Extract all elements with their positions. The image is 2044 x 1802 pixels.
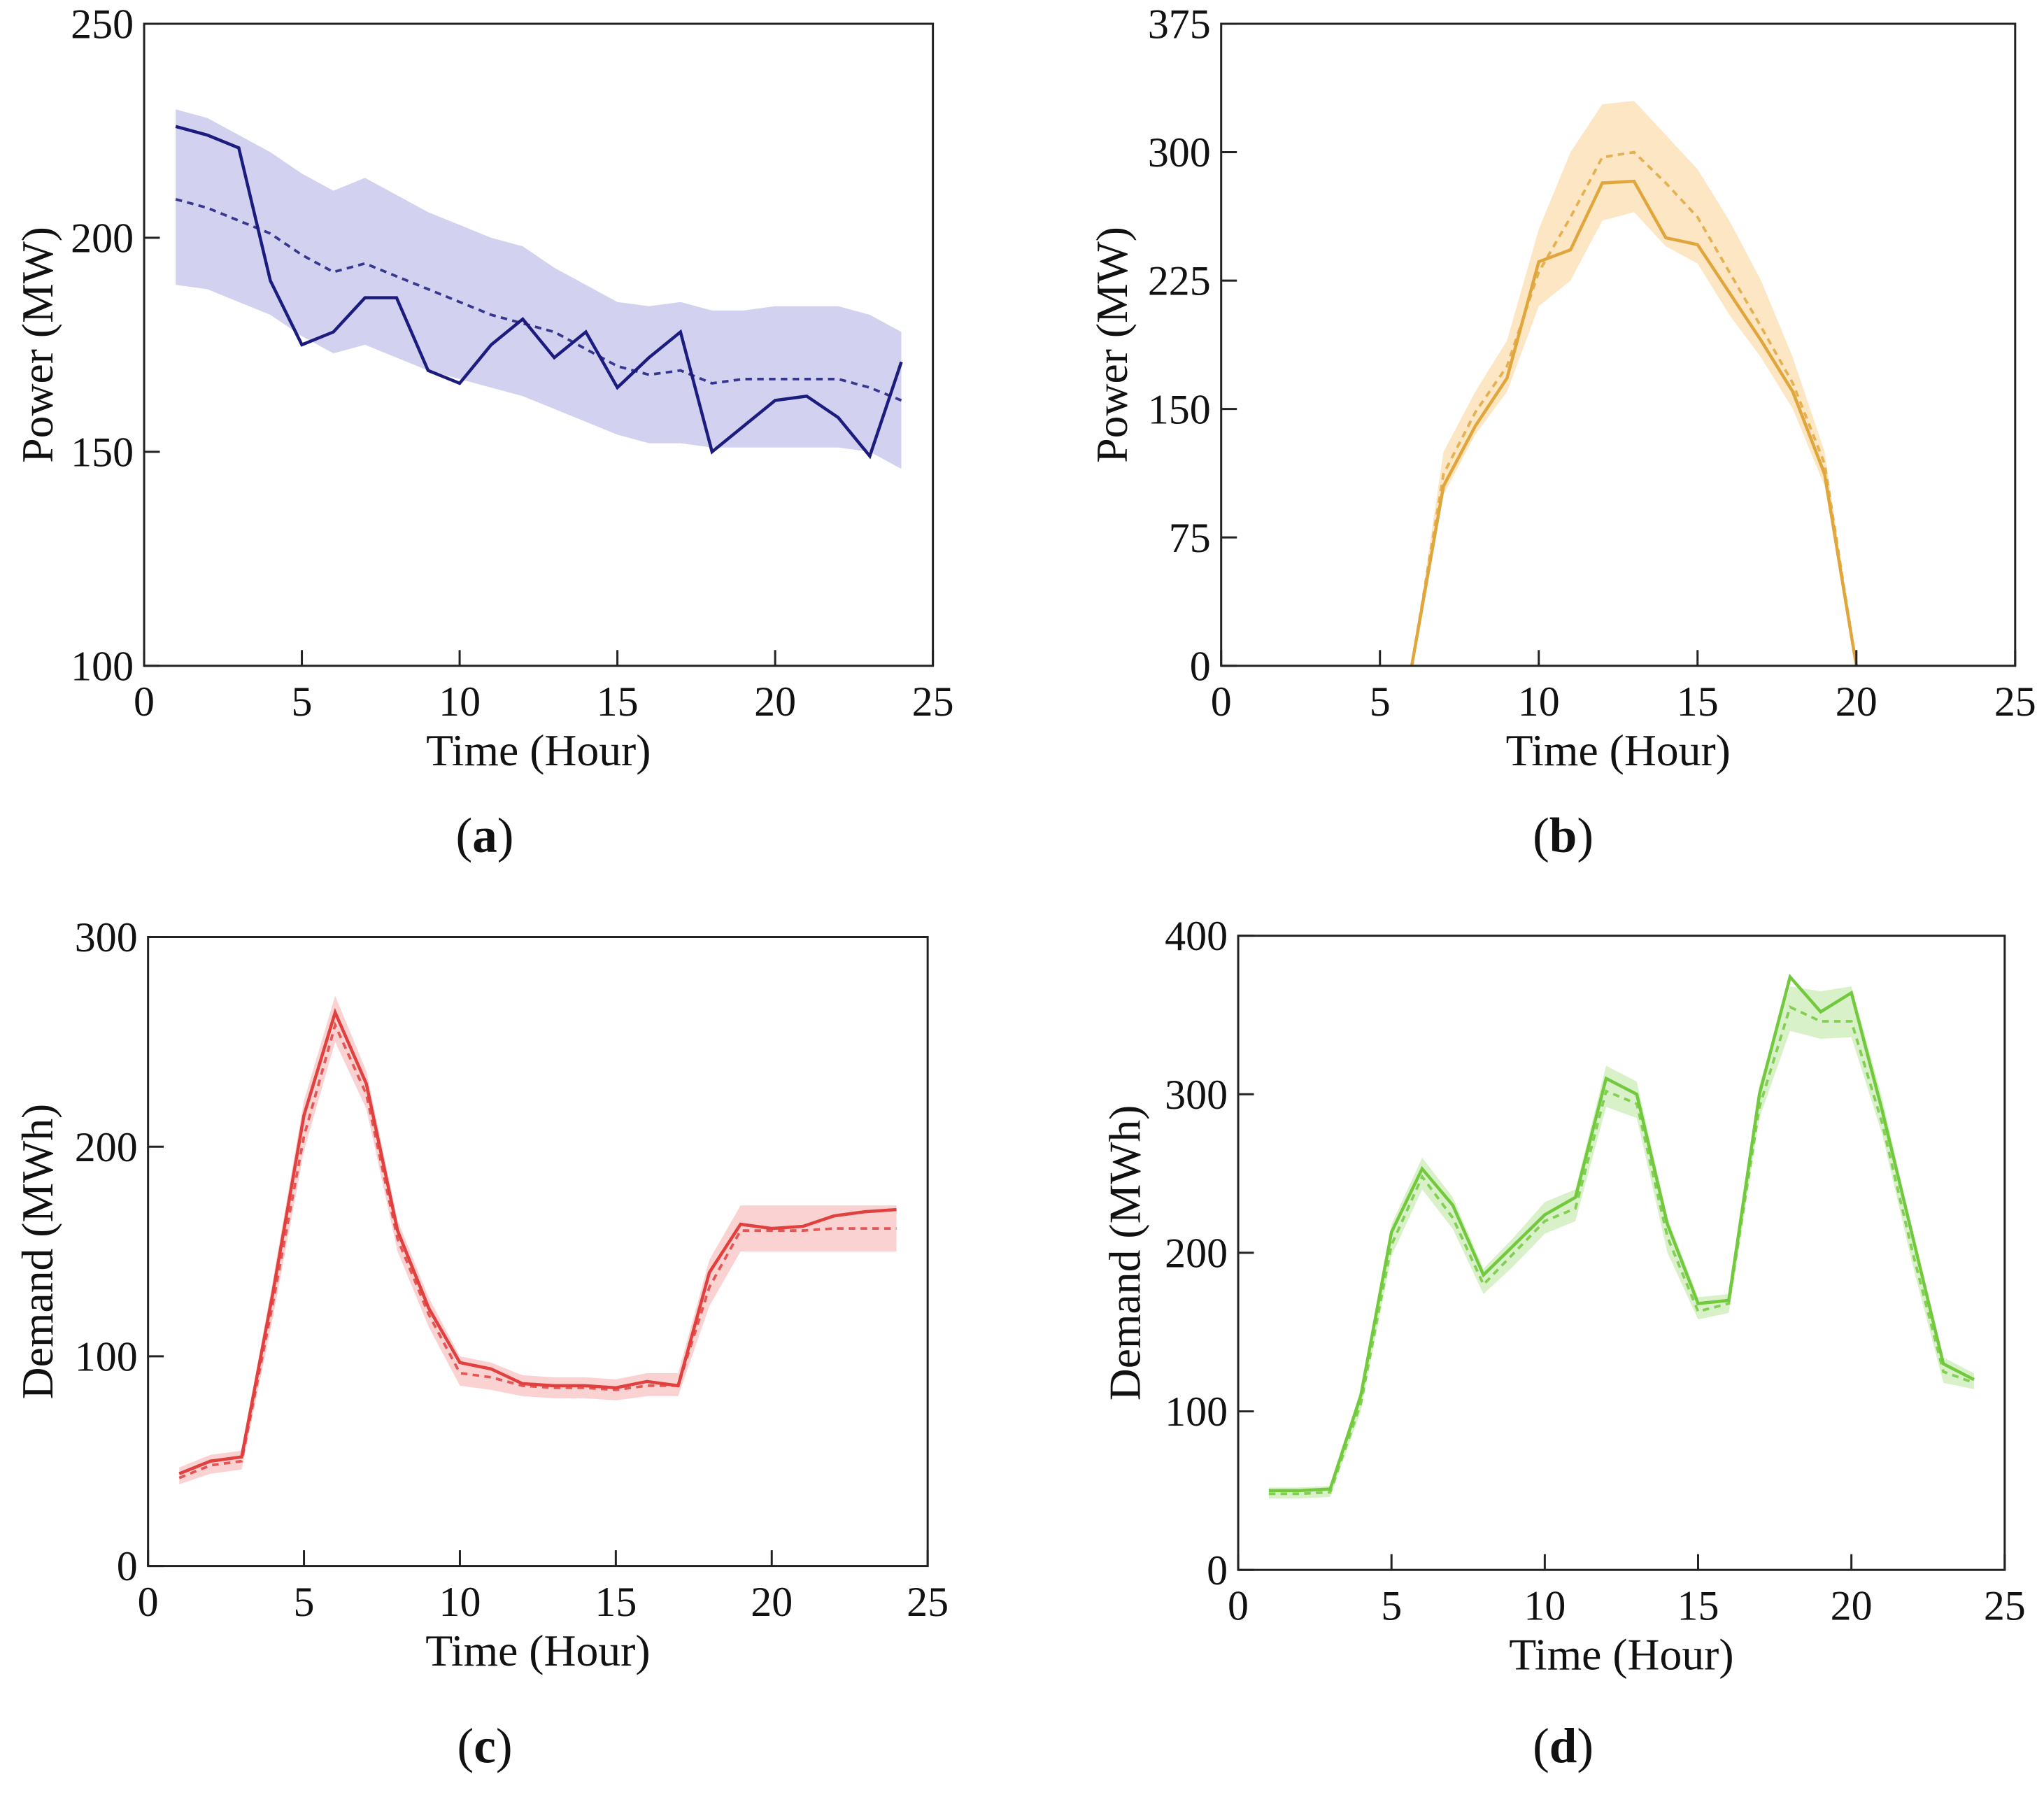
x-tick-label: 10 — [1524, 1582, 1566, 1629]
panel-caption: (b) — [1533, 809, 1594, 863]
plot-frame — [1237, 935, 2006, 1571]
panel-caption: (c) — [457, 1719, 513, 1774]
x-tick-label: 25 — [912, 679, 954, 725]
y-tick-label: 300 — [75, 914, 138, 960]
uncertainty-band — [1268, 986, 1974, 1499]
x-tick-label: 15 — [1677, 679, 1719, 725]
panel-c: 0 5 10 15 20 25 0 100 200 300 Time (Hour) Demand (M… — [13, 914, 949, 1773]
y-tick-label: 0 — [1190, 643, 1211, 689]
actual-series-line — [1410, 179, 1858, 667]
panel-caption: (a) — [456, 809, 514, 863]
x-axis-label: Time (Hour) — [1506, 725, 1731, 775]
y-tick-label: 100 — [1165, 1389, 1228, 1435]
y-tick-label: 250 — [71, 1, 134, 48]
x-tick-label: 15 — [1677, 1582, 1719, 1629]
x-tick-label: 10 — [439, 679, 481, 725]
y-axis-label: Power (MW) — [1087, 227, 1137, 463]
y-tick-label: 100 — [75, 1333, 138, 1379]
y-tick-label: 150 — [71, 429, 134, 475]
y-tick-label: 75 — [1169, 515, 1211, 561]
x-tick-label: 20 — [1836, 679, 1878, 725]
panel-caption-letter: a — [472, 809, 497, 863]
x-axis-label: Time (Hour) — [425, 1626, 650, 1675]
x-axis-label: Time (Hour) — [1509, 1630, 1733, 1680]
x-tick-label: 0 — [1211, 679, 1232, 725]
uncertainty-band — [1412, 101, 1857, 666]
x-tick-label: 20 — [1831, 1582, 1873, 1629]
panel-caption-letter: b — [1549, 809, 1577, 863]
panel-caption-letter: c — [474, 1719, 496, 1774]
plot-frame — [147, 936, 929, 1568]
x-tick-label: 5 — [1370, 679, 1391, 725]
x-tick-label: 5 — [294, 1579, 315, 1625]
panel-d: 0 5 10 15 20 25 0 100 200 300 400 Time (Hour) Demand… — [1100, 913, 2026, 1773]
panel-a: 0 5 10 15 20 25 100 150 200 250 Time (Hour) Power (… — [13, 1, 954, 863]
x-tick-label: 0 — [134, 679, 155, 725]
forecast-mean-line — [178, 1021, 897, 1480]
y-tick-label: 200 — [71, 215, 134, 262]
actual-series-line — [1268, 973, 1975, 1493]
y-axis-label: Demand (MWh) — [13, 1104, 62, 1400]
y-tick-label: 225 — [1148, 258, 1211, 304]
y-axis-label: Demand (MWh) — [1100, 1105, 1150, 1401]
actual-series-line — [175, 125, 903, 460]
plot-frame — [1220, 22, 2017, 667]
x-tick-label: 25 — [1984, 1582, 2026, 1629]
x-tick-label: 20 — [751, 1579, 793, 1625]
uncertainty-band — [179, 995, 897, 1484]
y-tick-label: 0 — [1207, 1547, 1228, 1594]
x-tick-label: 25 — [1994, 679, 2036, 725]
x-tick-label: 10 — [1518, 679, 1560, 725]
forecast-mean-line — [175, 198, 902, 402]
y-tick-label: 375 — [1148, 1, 1211, 48]
actual-series-line — [178, 1007, 897, 1475]
y-tick-label: 300 — [1165, 1072, 1228, 1118]
x-tick-label: 25 — [907, 1579, 949, 1625]
y-tick-label: 0 — [117, 1543, 138, 1589]
y-tick-label: 300 — [1148, 129, 1211, 176]
y-tick-label: 150 — [1148, 386, 1211, 432]
x-tick-label: 10 — [439, 1579, 481, 1625]
x-tick-label: 0 — [138, 1579, 159, 1625]
x-tick-label: 20 — [754, 679, 796, 725]
x-tick-label: 0 — [1228, 1582, 1249, 1629]
uncertainty-band — [176, 109, 902, 469]
y-tick-label: 200 — [1165, 1230, 1228, 1277]
plot-frame — [143, 22, 935, 667]
y-tick-label: 400 — [1165, 913, 1228, 959]
x-tick-label: 15 — [595, 1579, 637, 1625]
x-axis-label: Time (Hour) — [426, 725, 651, 775]
forecast-mean-line — [1410, 150, 1858, 667]
y-axis-label: Power (MW) — [13, 227, 62, 463]
x-tick-label: 15 — [597, 679, 639, 725]
x-tick-label: 5 — [1381, 1582, 1402, 1629]
y-tick-label: 200 — [75, 1124, 138, 1170]
panel-b: 0 5 10 15 20 25 0 75 150 225 300 375 Time (Hour) Powe… — [1087, 1, 2036, 863]
x-tick-label: 5 — [292, 679, 313, 725]
y-tick-label: 100 — [71, 643, 134, 689]
panel-caption: (d) — [1533, 1719, 1594, 1774]
panel-caption-letter: d — [1549, 1719, 1577, 1774]
